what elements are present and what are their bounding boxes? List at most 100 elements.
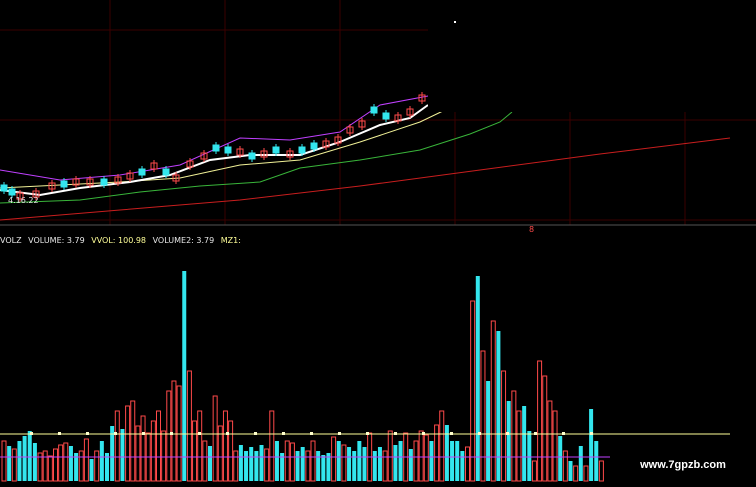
candle-body (334, 136, 342, 144)
candle-body (126, 172, 134, 180)
volume-bar (305, 450, 311, 482)
candle-body (72, 178, 80, 186)
volume-bar (22, 436, 27, 481)
candle-body (138, 168, 146, 176)
volume-bar (362, 447, 367, 481)
ma-yellow-line (0, 109, 446, 189)
volume-bar (156, 410, 161, 482)
volume-bar (78, 450, 84, 482)
volume-bar (17, 441, 22, 481)
candle-body (236, 148, 244, 156)
volume-bar (352, 451, 357, 481)
redacted-region-middle (242, 226, 514, 261)
volume-bar (37, 452, 43, 482)
indicator-volume: VOLUME: 3.79 (28, 236, 85, 245)
volume-ma-dot (310, 432, 313, 435)
volume-bar (583, 465, 589, 482)
volume-bar (496, 331, 501, 481)
candle-body (346, 126, 354, 134)
volume-bar (377, 447, 382, 481)
volume-bar (326, 453, 331, 481)
volume-ma-dot (170, 432, 173, 435)
volume-ma-dot (142, 432, 145, 435)
volume-bar (439, 410, 445, 482)
volume-bar (47, 455, 53, 482)
candle-body (16, 192, 24, 200)
volume-ma-dot (338, 432, 341, 435)
candle-body (8, 188, 16, 196)
volume-bar (197, 410, 203, 482)
volume-bar (264, 448, 270, 482)
volume-bar (562, 450, 568, 482)
ma-red-line (0, 137, 731, 221)
ma-white-line (0, 104, 429, 197)
volume-bar (578, 446, 583, 481)
price-low-label: 4.16.22 (8, 196, 39, 205)
volume-bar (357, 441, 362, 481)
volume-bar (295, 451, 300, 481)
volume-bar (42, 450, 48, 482)
volume-bar (135, 425, 141, 482)
volume-bar (450, 441, 455, 481)
volume-bar (186, 370, 192, 482)
volume-bar (434, 424, 440, 482)
volume-bar (522, 406, 527, 481)
volume-bar (238, 445, 243, 481)
volume-bar (321, 455, 326, 481)
volume-bar (274, 441, 279, 481)
volume-bar (398, 441, 403, 481)
indicator-volume2: VOLUME2: 3.79 (152, 236, 215, 245)
candle-body (32, 190, 40, 198)
candle-body (394, 114, 402, 122)
volume-ma-dot (282, 432, 285, 435)
volume-bar (455, 441, 460, 481)
volume-bar (68, 446, 73, 481)
volume-ma-dot (590, 432, 593, 435)
redacted-region-top (428, 0, 756, 112)
volume-bar (347, 447, 352, 481)
ma-purple-line (0, 95, 429, 181)
volume-bar (32, 443, 37, 481)
indicator-vvol: VVOL: 100.98 (91, 236, 147, 245)
volume-bar (465, 446, 470, 482)
candle-body (358, 120, 366, 128)
volume-ma-dot (506, 432, 509, 435)
volume-bar (418, 430, 424, 482)
ma-green-line (0, 111, 513, 204)
candle-body (382, 112, 390, 120)
volume-ma-dot (450, 432, 453, 435)
volume-bar (259, 445, 264, 481)
candle-body (406, 108, 414, 116)
candle-body (272, 146, 280, 154)
volume-bar (316, 451, 321, 481)
candle-body (48, 182, 56, 190)
candle-body (100, 178, 108, 186)
volume-ma-dot (366, 432, 369, 435)
volume-bar (120, 429, 125, 481)
volume-bar (341, 444, 347, 482)
volume-bar (53, 448, 58, 482)
marker-dot (454, 21, 456, 23)
volume-bar (598, 460, 604, 482)
volume-bar (212, 395, 218, 482)
candle-body (114, 176, 122, 184)
volume-ma-dot (226, 432, 229, 435)
volume-bar (58, 444, 64, 482)
volume-bar (125, 405, 131, 482)
volume-bar (11, 448, 17, 482)
volume-bar (27, 431, 32, 481)
volume-ma-dot (394, 432, 397, 435)
candle-body (162, 168, 170, 176)
volume-bar (289, 442, 295, 482)
volume-bar (208, 446, 212, 481)
volume-bar (552, 410, 558, 482)
volume-bar (516, 410, 522, 482)
volume-bar (105, 453, 109, 481)
volume-bar (387, 430, 393, 482)
volume-bar (166, 390, 172, 482)
volume-bar (589, 409, 594, 481)
volume-bar (460, 451, 465, 481)
candle-body (310, 142, 318, 150)
volume-bar (222, 410, 228, 482)
